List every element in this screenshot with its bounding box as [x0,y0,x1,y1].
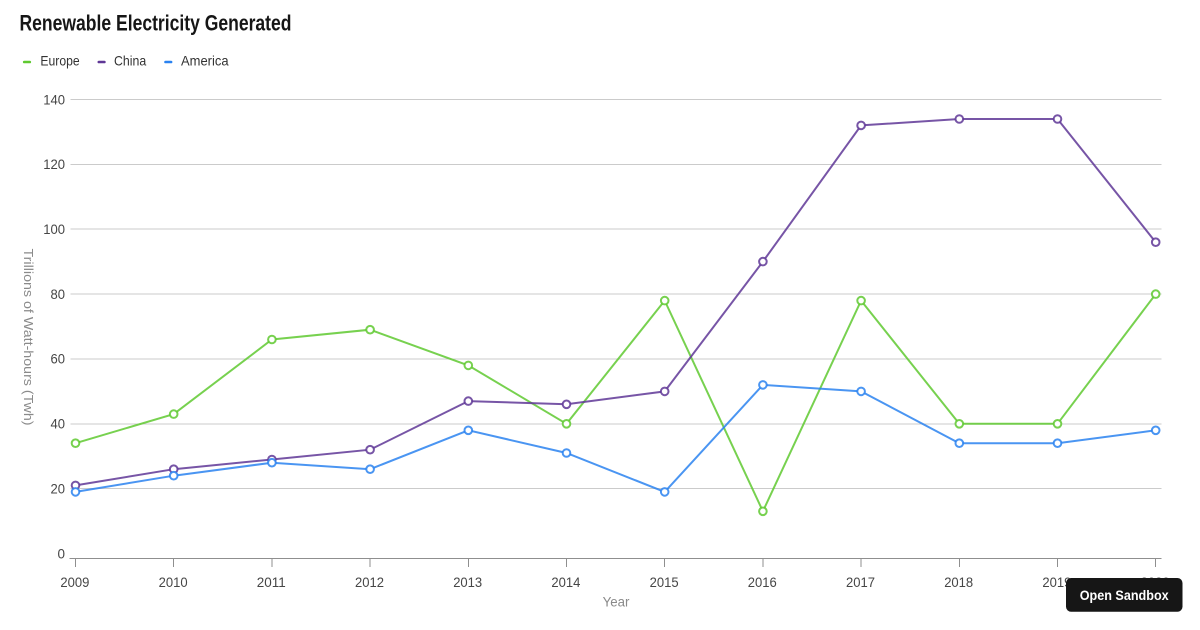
svg-text:2015: 2015 [650,574,679,590]
svg-text:140: 140 [43,91,65,107]
svg-text:2016: 2016 [748,574,777,590]
svg-text:2010: 2010 [159,574,188,590]
svg-text:China: China [114,53,146,69]
svg-text:2018: 2018 [944,574,973,590]
svg-text:America: America [181,53,229,69]
svg-text:Europe: Europe [40,53,79,69]
svg-text:60: 60 [51,351,66,367]
svg-text:2017: 2017 [846,574,875,590]
svg-text:2014: 2014 [551,574,580,590]
svg-text:Year: Year [603,594,630,610]
svg-text:2012: 2012 [355,574,384,590]
svg-text:2009: 2009 [60,574,89,590]
svg-text:Trillions of Watt-hours (Twh): Trillions of Watt-hours (Twh) [21,249,36,426]
svg-text:100: 100 [43,221,65,237]
svg-text:Renewable Electricity Generate: Renewable Electricity Generated [20,11,292,36]
svg-text:0: 0 [58,545,66,561]
svg-text:20: 20 [51,480,66,496]
svg-text:2011: 2011 [257,574,286,590]
svg-text:40: 40 [51,416,66,432]
svg-text:2013: 2013 [453,574,482,590]
svg-text:2019: 2019 [1042,574,1071,590]
svg-text:120: 120 [43,156,65,172]
svg-text:Open Sandbox: Open Sandbox [1080,587,1169,603]
svg-text:80: 80 [51,286,66,302]
